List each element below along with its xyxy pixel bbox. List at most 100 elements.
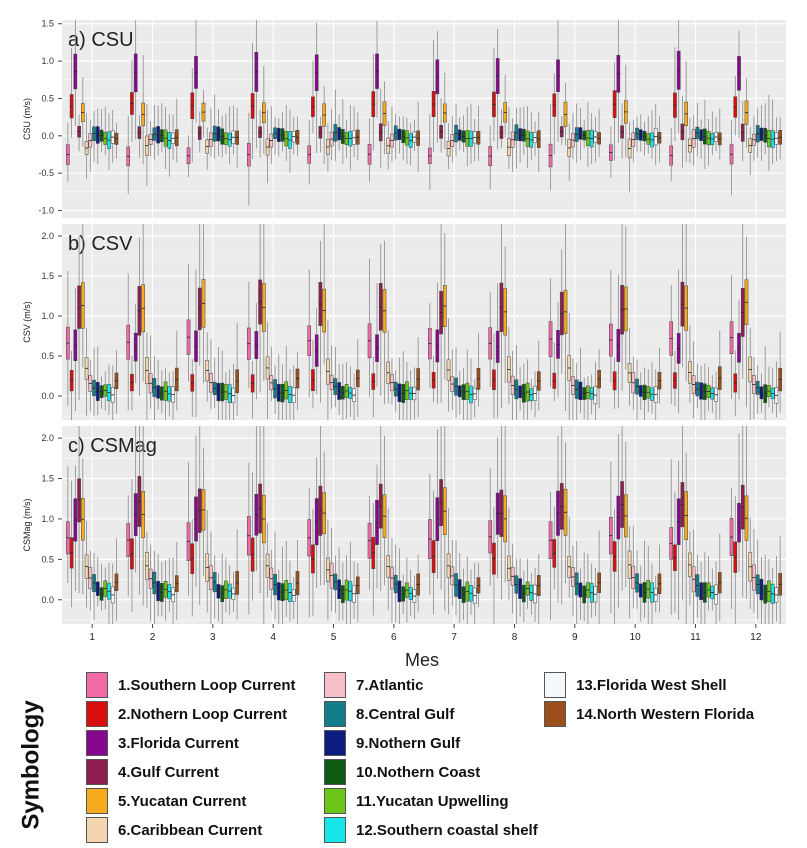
x-tick-label: 7: [451, 632, 457, 643]
box-month4-region14: [295, 116, 300, 157]
box-month3-region8: [212, 357, 217, 408]
box-month10-region13: [653, 575, 658, 613]
box-month8-region10: [522, 570, 526, 623]
box-month7-region7: [450, 539, 455, 607]
box-month2-region1: [126, 495, 131, 597]
box-month6-region2: [371, 53, 376, 151]
box-month3-region13: [231, 572, 236, 613]
box-month3-region9: [216, 347, 221, 420]
x-tick-label: 11: [690, 632, 701, 643]
legend-swatch: [86, 701, 108, 727]
box-month4-region1: [247, 281, 251, 389]
box-month7-region9: [457, 370, 462, 415]
box-month10-region6: [627, 526, 632, 619]
box-month8-region11: [525, 106, 530, 169]
x-axis-label: Mes: [405, 650, 439, 670]
box-month7-region10: [461, 568, 466, 621]
panel-background: [62, 20, 786, 218]
box-month7-region7: [450, 116, 455, 163]
box-month2-region14: [174, 542, 179, 621]
box-month10-region5: [624, 226, 628, 370]
box-month9-region5: [563, 224, 568, 412]
box-month11-region6: [688, 117, 692, 164]
box-month3-region6: [205, 127, 210, 170]
box-month10-region5: [624, 64, 628, 158]
x-tick-label: 1: [89, 632, 95, 643]
box-month6-region4: [378, 88, 383, 169]
panel-3: 0.0 0.5 1.0 1.5 2.0 CSMag (m/s) c) CSMag: [22, 426, 786, 624]
box-month1-region5: [81, 77, 85, 147]
box-month10-region7: [631, 525, 636, 609]
box-month9-region7: [571, 113, 575, 159]
box-month11-region3: [676, 269, 681, 414]
y-tick-label: 1.0: [41, 514, 54, 524]
box-month8-region6: [507, 327, 511, 405]
box-month1-region7: [88, 550, 93, 611]
box-month6-region14: [416, 101, 420, 173]
box-month11-region14: [717, 108, 722, 160]
box-month9-region4: [559, 426, 564, 605]
box-month9-region4: [559, 249, 564, 375]
box-month8-region3: [495, 283, 500, 419]
box-month9-region13: [593, 568, 598, 617]
legend-swatch: [86, 730, 108, 756]
box-month6-region13: [412, 367, 417, 420]
box-month1-region11: [103, 371, 108, 411]
box-month3-region2: [190, 519, 195, 617]
box-month9-region2: [552, 506, 557, 589]
box-month2-region1: [126, 115, 131, 194]
box-month7-region2: [431, 355, 436, 402]
box-month3-region10: [220, 553, 224, 624]
box-month1-region3: [73, 20, 78, 127]
box-month7-region6: [446, 318, 451, 412]
box-month3-region13: [231, 105, 236, 155]
box-month1-region5: [81, 224, 85, 368]
box-month1-region4: [77, 426, 81, 594]
legend-swatch: [324, 759, 346, 785]
box-month1-region11: [103, 106, 108, 155]
box-month2-region9: [156, 360, 160, 410]
box-month2-region12: [167, 114, 172, 177]
box-month5-region5: [322, 86, 326, 165]
box-month5-region4: [318, 240, 323, 403]
box-month11-region5: [684, 224, 688, 382]
box-month12-region2: [733, 76, 738, 136]
box-month10-region14: [657, 347, 662, 404]
box-month12-region4: [740, 426, 745, 598]
box-month4-region8: [273, 117, 277, 156]
box-month11-region1: [669, 128, 674, 182]
legend-label: 2.Nothern Loop Current: [118, 705, 288, 723]
box-month11-region6: [688, 325, 692, 404]
legend-title: Symbology: [8, 690, 56, 840]
legend-label: 13.Florida West Shell: [576, 676, 727, 694]
box-month3-region4: [197, 426, 202, 606]
box-month3-region1: [186, 135, 191, 178]
box-month12-region6: [748, 127, 753, 175]
box-month12-region9: [759, 105, 764, 162]
box-month5-region6: [326, 123, 330, 172]
box-month1-region9: [95, 346, 100, 416]
box-month7-region1: [428, 473, 432, 595]
x-tick-label: 12: [750, 632, 762, 643]
box-month8-region3: [495, 28, 500, 150]
legend-swatch: [324, 730, 346, 756]
box-month8-region1: [488, 125, 493, 190]
box-month8-region4: [499, 426, 504, 600]
y-tick-label: 0.5: [41, 93, 54, 103]
box-month2-region13: [171, 371, 175, 420]
box-month1-region12: [107, 113, 111, 171]
box-month5-region12: [348, 541, 353, 624]
legend-swatch: [86, 788, 108, 814]
box-month6-region10: [401, 116, 405, 161]
box-month4-region6: [265, 523, 270, 598]
box-month1-region3: [73, 288, 78, 412]
box-month5-region13: [352, 106, 356, 158]
box-month7-region5: [443, 426, 447, 611]
box-month9-region8: [574, 363, 579, 420]
box-month1-region14: [114, 123, 119, 159]
box-month2-region4: [137, 115, 142, 158]
box-month6-region14: [416, 554, 420, 613]
box-month11-region7: [691, 114, 696, 166]
box-month10-region2: [612, 509, 617, 624]
box-month5-region6: [326, 320, 330, 420]
